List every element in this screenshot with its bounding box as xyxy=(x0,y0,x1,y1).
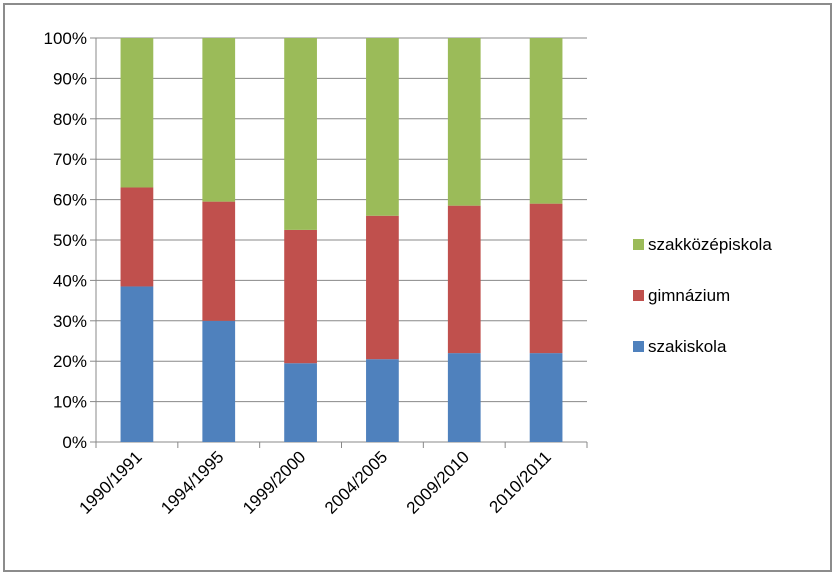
x-tick-label: 1994/1995 xyxy=(157,447,227,517)
legend-label: szakközépiskola xyxy=(648,235,772,254)
x-tick-label: 2010/2011 xyxy=(486,447,555,516)
y-tick-label: 10% xyxy=(53,393,87,412)
bar-segment xyxy=(120,38,154,188)
x-tick-label: 2009/2010 xyxy=(403,447,473,517)
stacked-bar-chart: 0% 10% 20% 30% 40% 50% 60% 70% 80% 90% 100% 1990/19… xyxy=(44,29,773,518)
y-tick-label: 20% xyxy=(53,352,87,371)
bar-segment xyxy=(529,38,563,204)
y-tick-label: 30% xyxy=(53,312,87,331)
legend-swatch xyxy=(633,239,644,250)
bar-segment xyxy=(529,203,563,354)
bar-segment xyxy=(284,363,317,442)
bar-segment xyxy=(366,38,399,216)
bar-segment xyxy=(120,286,154,442)
bar-segment xyxy=(202,320,236,442)
x-tick-label: 2004/2005 xyxy=(321,447,391,517)
bar-segment xyxy=(202,38,236,202)
bar-segment xyxy=(120,187,154,287)
y-tick-label: 100% xyxy=(44,29,87,48)
legend-label: szakiskola xyxy=(648,337,727,356)
bar-segment xyxy=(447,38,481,206)
x-tick-label: 1990/1991 xyxy=(75,447,145,517)
bar-segment xyxy=(529,353,563,442)
bar-segment xyxy=(202,201,236,321)
y-tick-label: 0% xyxy=(62,433,87,452)
y-tick-label: 70% xyxy=(53,150,87,169)
y-tick-label: 90% xyxy=(53,69,87,88)
legend-swatch xyxy=(633,341,644,352)
bar-segment xyxy=(366,359,399,442)
legend-label: gimnázium xyxy=(648,286,730,305)
bar-segment xyxy=(447,205,481,354)
y-tick-label: 60% xyxy=(53,191,87,210)
bar-segment xyxy=(284,38,317,230)
y-tick-label: 80% xyxy=(53,110,87,129)
y-tick-label: 40% xyxy=(53,271,87,290)
x-tick-label: 1999/2000 xyxy=(239,447,309,517)
legend-swatch xyxy=(633,290,644,301)
bar-segment xyxy=(366,215,399,360)
bar-segment xyxy=(447,353,481,442)
bar-segment xyxy=(284,229,317,364)
chart-frame: 0% 10% 20% 30% 40% 50% 60% 70% 80% 90% 100% 1990/19… xyxy=(3,3,832,572)
y-tick-label: 50% xyxy=(53,231,87,250)
